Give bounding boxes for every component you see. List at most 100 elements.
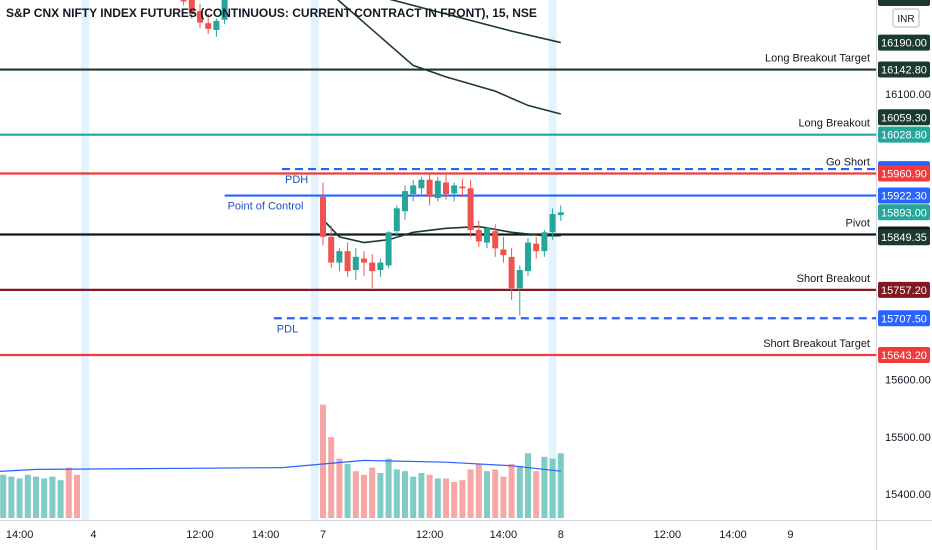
price-tag: 15643.20 — [878, 347, 930, 364]
time-tick-label: 14:00 — [719, 529, 747, 541]
candle-body — [205, 23, 212, 29]
volume-bar — [557, 453, 564, 518]
candle-body — [557, 212, 564, 216]
candle-body — [402, 191, 408, 212]
price-tick-label: 15400.00 — [885, 489, 931, 501]
volume-bar — [24, 474, 31, 518]
price-tag-bg — [878, 61, 930, 78]
price-tag: 15707.50 — [878, 310, 930, 327]
candle-body — [484, 228, 490, 243]
candle-body — [426, 179, 433, 197]
time-tick-label: 9 — [787, 529, 793, 541]
candle-body — [221, 0, 228, 20]
volume-bar — [418, 473, 425, 518]
candle-body — [320, 196, 326, 237]
candle-body — [443, 182, 449, 194]
plot-area: Long Breakout Target Long Breakout Go Shor… — [0, 0, 876, 520]
volume-bar — [516, 465, 523, 518]
volume-bar — [8, 476, 15, 518]
candle-body — [533, 243, 540, 252]
volume-bar — [0, 474, 7, 518]
price-tag: 16142.80 — [878, 61, 930, 78]
time-tick-label: 14:00 — [6, 529, 34, 541]
price-tag: 15849.35 — [878, 229, 930, 246]
price-tag: 15757.20 — [878, 281, 930, 298]
candle-body — [352, 256, 359, 270]
price-tag: 16028.80 — [878, 126, 930, 143]
candle-body — [344, 251, 351, 272]
candle-body — [418, 179, 425, 189]
volume-bar — [410, 476, 417, 518]
level-label: Long Breakout Target — [765, 53, 870, 65]
volume-bar — [377, 473, 384, 518]
price-tag-label: 16028.80 — [881, 130, 927, 142]
price-tag-bg — [878, 347, 930, 364]
volume-bar — [508, 464, 515, 518]
volume-bar — [369, 467, 376, 518]
session-highlight — [310, 0, 319, 520]
time-tick-label: 14:00 — [490, 529, 518, 541]
band-curve — [336, 0, 562, 115]
time-tick-label: 12:00 — [416, 529, 444, 541]
price-tag-bg — [878, 229, 930, 246]
price-tag-label: 15960.90 — [881, 168, 927, 180]
volume-bar — [459, 480, 466, 518]
candle-body — [213, 20, 220, 30]
currency-box — [892, 8, 920, 28]
price-tag-bg — [878, 310, 930, 327]
candle-body — [525, 242, 531, 272]
volume-bar — [492, 469, 499, 518]
volume-bar — [500, 476, 507, 518]
price-tag-label: 15893.00 — [881, 207, 927, 219]
candle-body — [188, 0, 195, 14]
volume-bar — [467, 469, 474, 518]
price-tag-bg — [878, 0, 930, 6]
price-tag: 16190.00 — [878, 34, 930, 51]
time-tick-label: 14:00 — [252, 529, 280, 541]
volume-bar — [402, 471, 408, 518]
candle-body — [459, 186, 466, 189]
currency-label: INR — [897, 14, 914, 25]
price-tick-label: 16100.00 — [885, 89, 931, 101]
volume-bar — [336, 458, 343, 518]
price-tag-label: 15922.30 — [881, 191, 927, 203]
volume-bar — [328, 437, 335, 518]
candle-body — [393, 208, 400, 232]
vwap-curve — [322, 219, 561, 244]
session-highlight — [548, 0, 557, 520]
volume-bar — [443, 478, 449, 518]
price-tag-bg — [878, 109, 930, 126]
price-tag: 16059.30 — [878, 109, 930, 126]
candle-body — [197, 11, 203, 23]
candle-body — [541, 232, 548, 252]
level-label: Long Breakout — [798, 118, 870, 130]
time-tick-label: 4 — [90, 529, 96, 541]
candle-body — [508, 256, 515, 289]
volume-bar — [434, 478, 441, 518]
candle-body — [369, 262, 376, 272]
volume-bar — [451, 482, 458, 518]
price-tag-label: 16190.00 — [881, 38, 927, 50]
volume-bar — [525, 453, 531, 518]
price-tag: 15922.30 — [878, 187, 930, 204]
price-tag-label: 16059.30 — [881, 112, 927, 124]
price-tick-label: 15600.00 — [885, 375, 931, 387]
price-tag-bg — [878, 187, 930, 204]
time-tick-label: 12:00 — [186, 529, 214, 541]
level-label: Pivot — [846, 218, 870, 230]
price-tag-bg — [878, 204, 930, 221]
price-tag-bg — [878, 126, 930, 143]
volume-bar — [352, 471, 359, 518]
volume-bar — [385, 458, 392, 518]
price-tag-label: 15707.50 — [881, 313, 927, 325]
price-tag-bg — [878, 34, 930, 51]
candle-body — [180, 0, 187, 2]
time-tick-label: 8 — [558, 529, 564, 541]
price-tag-bg — [878, 281, 930, 298]
volume-bar — [65, 467, 72, 518]
price-tag-bg — [878, 165, 930, 182]
volume-bar — [393, 469, 400, 518]
volume-bar — [320, 404, 326, 518]
level-label: Short Breakout — [797, 273, 870, 285]
